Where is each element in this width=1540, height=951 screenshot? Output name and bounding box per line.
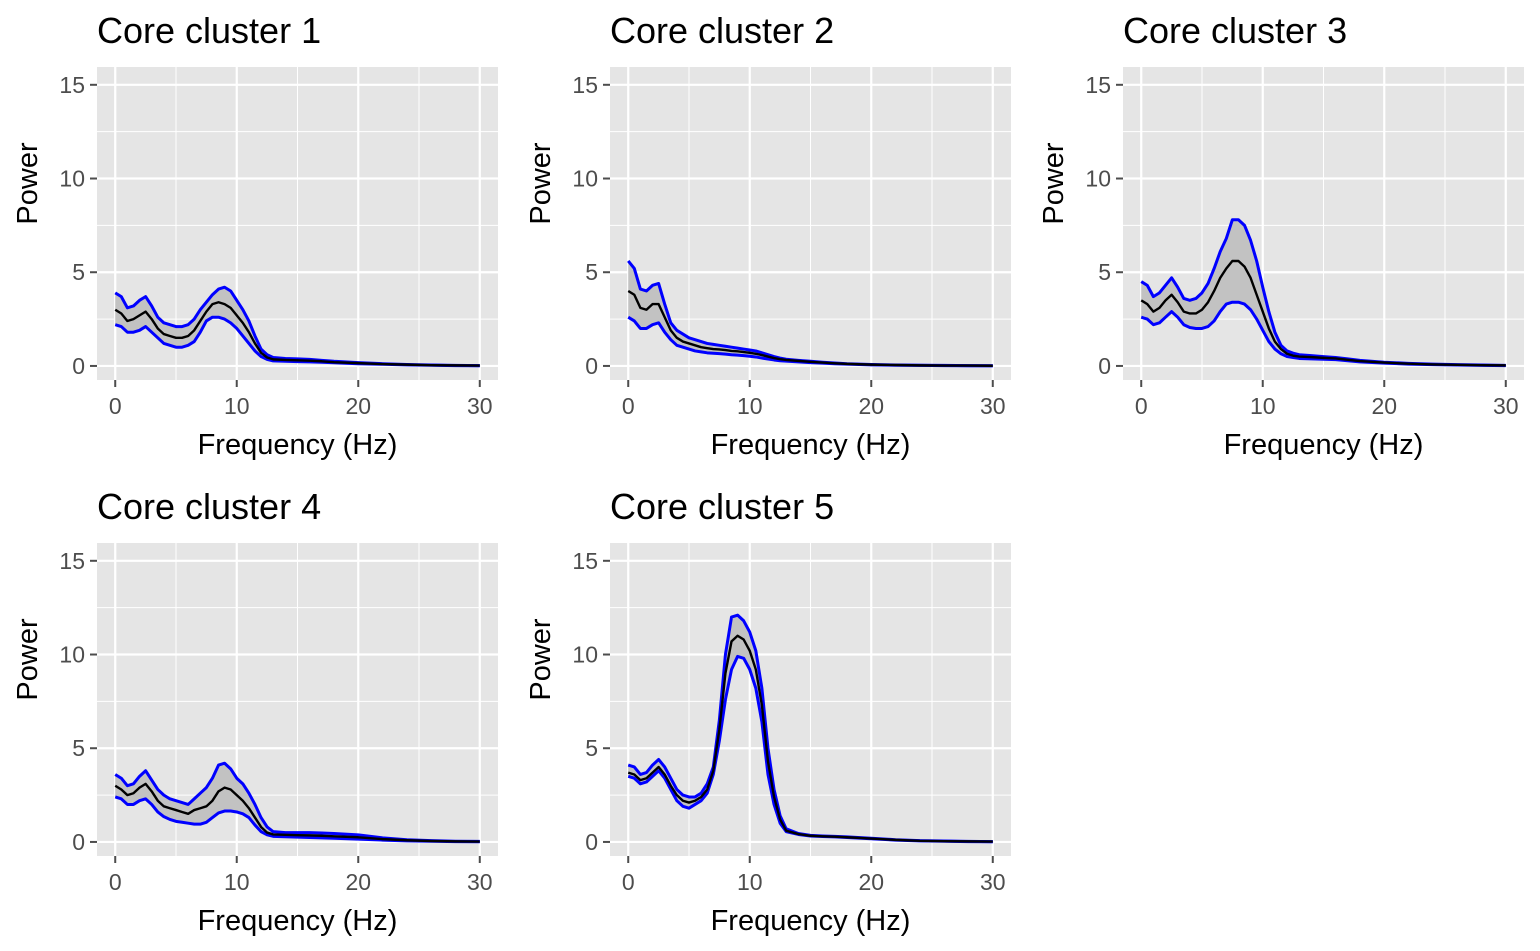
y-axis-label: Power	[525, 618, 557, 701]
y-axis-label: Power	[1038, 142, 1070, 225]
y-tick-label: 5	[1098, 259, 1111, 285]
y-axis-label: Power	[525, 142, 557, 225]
y-tick-label: 5	[585, 735, 598, 761]
x-tick-label: 10	[1250, 393, 1276, 419]
x-tick-label: 10	[224, 869, 250, 895]
mean-line	[1140, 259, 1506, 367]
x-tick-label: 20	[345, 869, 371, 895]
x-axis-label: Frequency (Hz)	[1224, 429, 1424, 461]
x-tick-label: 30	[467, 869, 493, 895]
x-tick-label: 10	[737, 393, 763, 419]
y-tick-label: 10	[572, 166, 598, 192]
y-tick-label: 10	[572, 642, 598, 668]
x-tick-label: 30	[1493, 393, 1519, 419]
x-tick-label: 0	[109, 869, 122, 895]
x-tick-label: 0	[622, 869, 635, 895]
x-tick-label: 10	[224, 393, 250, 419]
x-axis-label: Frequency (Hz)	[711, 905, 911, 937]
x-tick-label: 0	[109, 393, 122, 419]
y-tick-label: 10	[59, 166, 85, 192]
mean-line	[627, 634, 993, 843]
x-tick-label: 20	[858, 393, 884, 419]
x-axis-label: Frequency (Hz)	[198, 905, 398, 937]
chart-panel-3: 0 5 10 15 0 10 20 30 Core cluster 3 Frequency (Hz…	[1038, 10, 1524, 461]
y-tick-label: 15	[59, 72, 85, 98]
x-tick-label: 30	[980, 869, 1006, 895]
y-tick-label: 15	[572, 548, 598, 574]
y-axis-label: Power	[12, 618, 44, 701]
mean-line	[627, 289, 993, 367]
x-tick-label: 10	[737, 869, 763, 895]
chart-panel-4: 0 5 10 15 0 10 20 30 Core cluster 4 Frequency (Hz…	[12, 486, 498, 937]
lower-bound-line	[114, 795, 480, 844]
y-tick-label: 15	[1085, 72, 1111, 98]
y-tick-label: 15	[59, 548, 85, 574]
y-tick-label: 15	[572, 72, 598, 98]
y-tick-label: 0	[585, 353, 598, 379]
x-tick-label: 0	[1135, 393, 1148, 419]
x-tick-label: 30	[980, 393, 1006, 419]
y-axis-label: Power	[12, 142, 44, 225]
panel-title: Core cluster 5	[610, 486, 834, 527]
upper-bound-line	[114, 761, 480, 843]
x-axis-label: Frequency (Hz)	[711, 429, 911, 461]
y-tick-label: 10	[1085, 166, 1111, 192]
y-tick-label: 0	[585, 829, 598, 855]
y-tick-label: 0	[72, 829, 85, 855]
confidence-ribbon	[115, 287, 480, 366]
x-tick-label: 20	[858, 869, 884, 895]
panel-title: Core cluster 1	[97, 10, 321, 51]
panel-title: Core cluster 4	[97, 486, 321, 527]
y-tick-label: 0	[72, 353, 85, 379]
y-tick-label: 10	[59, 642, 85, 668]
panel-title: Core cluster 3	[1123, 10, 1347, 51]
y-tick-label: 0	[1098, 353, 1111, 379]
x-tick-label: 30	[467, 393, 493, 419]
x-tick-label: 20	[345, 393, 371, 419]
x-axis-label: Frequency (Hz)	[198, 429, 398, 461]
panel-title: Core cluster 2	[610, 10, 834, 51]
confidence-ribbon	[1141, 219, 1506, 366]
x-tick-label: 20	[1371, 393, 1397, 419]
mean-line	[114, 301, 480, 367]
y-tick-label: 5	[72, 735, 85, 761]
chart-panel-5: 0 5 10 15 0 10 20 30 Core cluster 5 Frequency (Hz…	[525, 486, 1011, 937]
y-tick-label: 5	[585, 259, 598, 285]
chart-panel-2: 0 5 10 15 0 10 20 30 Core cluster 2 Frequency (Hz…	[525, 10, 1011, 461]
y-tick-label: 5	[72, 259, 85, 285]
chart-panel-1: 0 5 10 15 0 10 20 30 Core cluster 1 Frequency (Hz…	[12, 10, 498, 461]
mean-line	[114, 782, 480, 843]
x-tick-label: 0	[622, 393, 635, 419]
